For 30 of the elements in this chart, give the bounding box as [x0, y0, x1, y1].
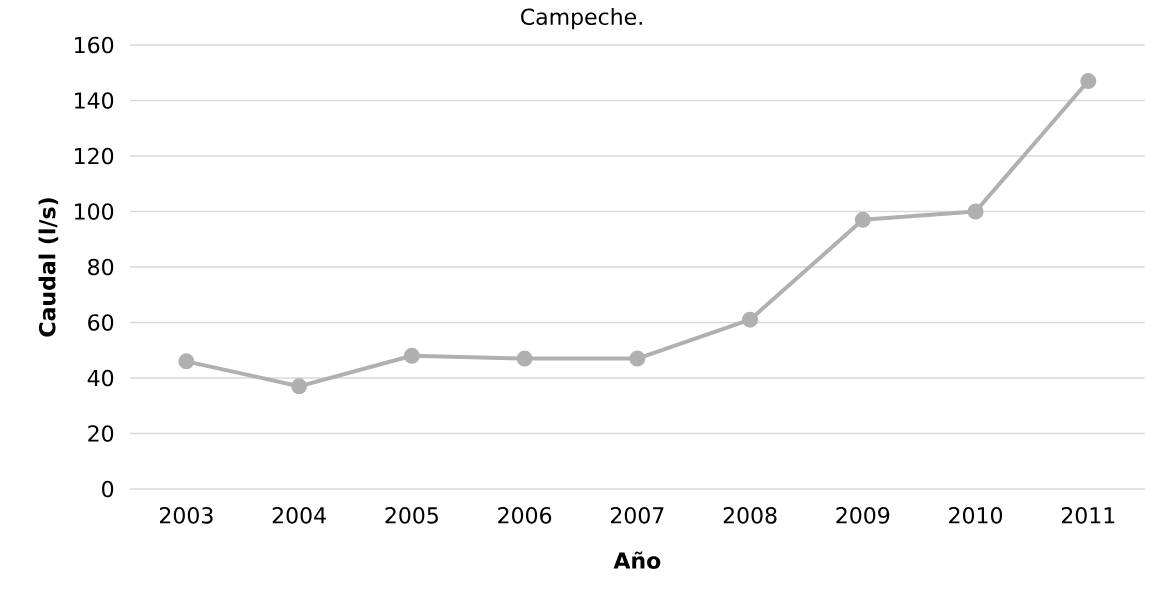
x-tick-label: 2011 — [1061, 507, 1115, 524]
point — [967, 203, 984, 220]
x-axis-title: Año — [613, 551, 661, 569]
y-tick-label: 60 — [88, 314, 114, 331]
y-axis-title: Caudal (l/s) — [38, 198, 59, 337]
y-tick-label: 0 — [102, 480, 114, 498]
y-tick-label: 80 — [88, 258, 114, 276]
chart-title: Campeche. — [521, 8, 642, 30]
x-tick-label: 2004 — [272, 507, 326, 524]
x-tick-label: 2010 — [949, 507, 1003, 524]
point — [1080, 73, 1097, 90]
point — [854, 211, 871, 228]
y-tick-label: 120 — [75, 147, 114, 165]
point — [629, 350, 646, 367]
point — [742, 311, 759, 328]
x-tick-label: 2006 — [498, 507, 552, 524]
x-tick-label: 2003 — [160, 507, 213, 524]
point — [516, 350, 533, 367]
y-tick-label: 140 — [75, 92, 114, 109]
point — [403, 347, 420, 364]
y-tick-label: 160 — [75, 36, 114, 54]
x-tick-label: 2007 — [610, 507, 664, 524]
x-tick-label: 2005 — [385, 507, 438, 524]
point — [178, 353, 195, 370]
y-tick-label: 40 — [87, 369, 114, 387]
y-tick-label: 20 — [88, 425, 114, 442]
x-tick-label: 2009 — [836, 507, 890, 524]
point — [291, 378, 308, 395]
x-tick-label: 2008 — [723, 507, 777, 524]
y-tick-label: 100 — [75, 203, 114, 220]
